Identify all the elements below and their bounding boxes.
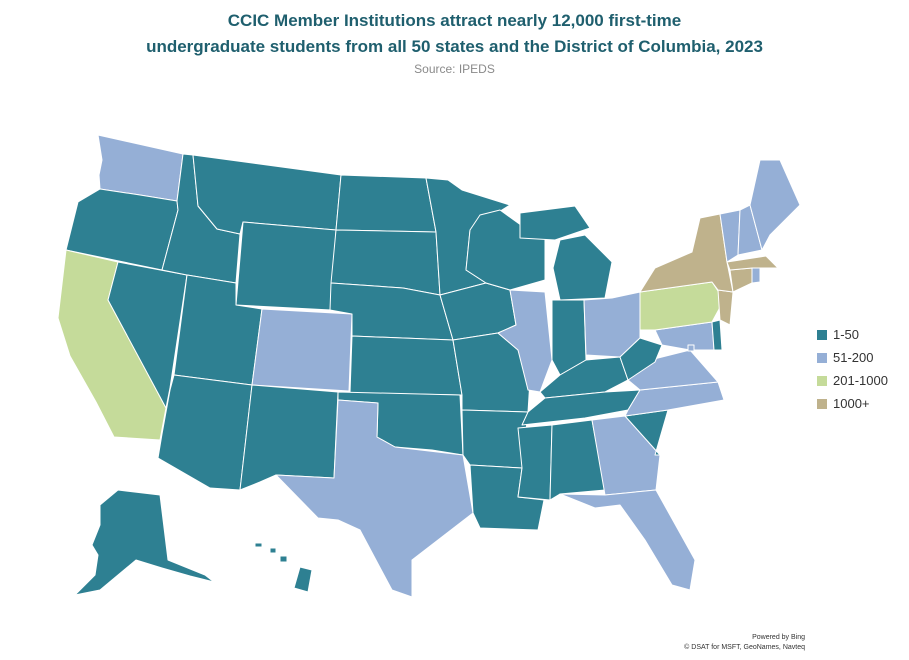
state-NY xyxy=(639,213,734,293)
state-AZ xyxy=(157,374,253,491)
legend-item: 1000+ xyxy=(817,392,888,415)
state-ME xyxy=(749,159,801,251)
legend-swatch xyxy=(817,352,827,363)
state-MI-lower xyxy=(552,234,613,301)
map-legend: 1-50 51-200 201-1000 1000+ xyxy=(817,323,888,415)
state-AK xyxy=(74,489,215,596)
state-NJ xyxy=(717,289,734,326)
state-IL xyxy=(497,289,553,393)
legend-swatch xyxy=(817,398,827,409)
state-HI xyxy=(254,542,313,593)
state-WV xyxy=(619,337,663,381)
state-ND xyxy=(335,174,437,233)
state-RI xyxy=(751,267,761,284)
state-FL xyxy=(559,489,696,591)
attribution-powered-by: Powered by Bing xyxy=(752,634,805,641)
state-GA xyxy=(591,415,661,496)
legend-label: 51-200 xyxy=(833,350,874,365)
state-WY xyxy=(235,221,337,311)
state-CO xyxy=(251,308,353,392)
legend-label: 1-50 xyxy=(833,327,860,342)
state-MT xyxy=(192,154,342,235)
state-CT xyxy=(729,267,753,293)
map-title-line-1: CCIC Member Institutions attract nearly … xyxy=(227,11,682,30)
state-DC xyxy=(687,344,695,352)
state-MS xyxy=(517,424,553,501)
state-AR xyxy=(461,409,529,469)
attribution-copyright: © DSAT for MSFT, GeoNames, Navteq xyxy=(684,644,805,651)
legend-swatch xyxy=(817,375,827,386)
state-MI xyxy=(519,205,591,241)
legend-swatch xyxy=(817,329,827,340)
legend-item: 1-50 xyxy=(817,323,888,346)
state-KS xyxy=(349,335,463,396)
state-TX xyxy=(275,399,474,598)
state-NM xyxy=(239,384,339,491)
map-title-line-2: undergraduate students from all 50 state… xyxy=(146,37,763,56)
legend-item: 51-200 xyxy=(817,346,888,369)
map-subtitle: Source: IPEDS xyxy=(414,62,495,76)
state-DE xyxy=(711,319,723,351)
state-AL xyxy=(549,419,606,501)
legend-label: 1000+ xyxy=(833,396,870,411)
state-MA xyxy=(726,255,779,271)
legend-label: 201-1000 xyxy=(833,373,888,388)
legend-item: 201-1000 xyxy=(817,369,888,392)
